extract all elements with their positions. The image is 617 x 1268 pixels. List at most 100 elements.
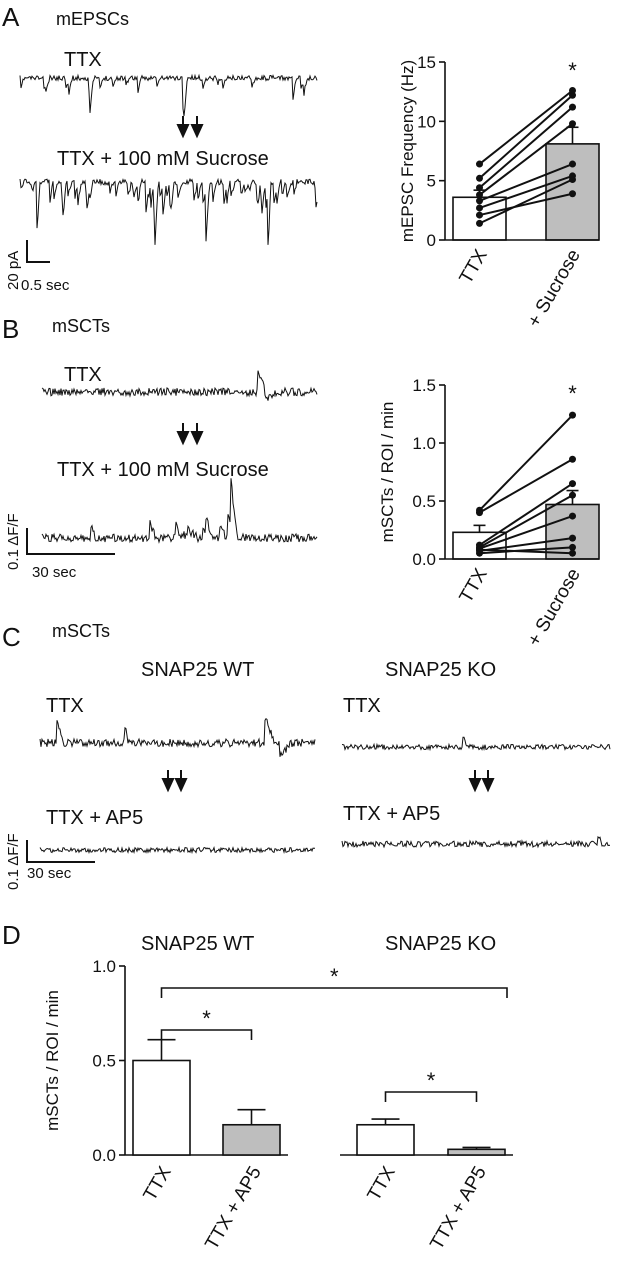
y-axis-label: mEPSC Frequency (Hz) (398, 60, 417, 242)
panel-c-ko-arrows (468, 770, 495, 793)
pair-line (479, 548, 573, 555)
data-point (569, 190, 576, 198)
panel-c-trace-ko-ap5 (341, 835, 611, 849)
significance-star: * (202, 1006, 211, 1031)
data-point (569, 534, 576, 542)
panel-c-title: mSCTs (52, 621, 110, 641)
pair-line (478, 94, 574, 180)
panel-b-trace-top-label: TTX (64, 364, 102, 386)
panel-c-ko-bottom-label: TTX + AP5 (343, 803, 440, 825)
panel-a-scale-y: 20 pA (5, 251, 22, 290)
panel-a-arrows (176, 116, 204, 139)
data-point (476, 506, 483, 514)
data-point (476, 197, 483, 205)
panel-b-bar-chart: 0.0 0.5 1.0 1.5 mSCTs / ROI / min * TTX + Sucro… (378, 376, 600, 650)
panel-b-title: mSCTs (52, 316, 110, 336)
panel-c-letter: C (2, 622, 21, 652)
panel-b-letter: B (2, 314, 19, 344)
data-point (569, 455, 576, 463)
trace-line (341, 835, 611, 849)
panel-d-ko-header: SNAP25 KO (385, 933, 496, 955)
y-axis-label: mSCTs / ROI / min (378, 402, 397, 543)
panel-d-bar-chart: 0.0 0.5 1.0 mSCTs / ROI / min TTX TTX + AP5 TT… (43, 957, 513, 1254)
pair-line (479, 163, 573, 202)
panel-c-trace-ko-ttx (341, 736, 611, 752)
pair-line (479, 546, 573, 555)
y-tick-label: 10 (417, 112, 436, 131)
panel-b-arrows (176, 423, 204, 446)
panel-a-trace-top-label: TTX (64, 49, 102, 71)
bar (222, 1123, 281, 1156)
data-point (569, 543, 576, 551)
y-tick-label: 0 (427, 231, 436, 250)
trace-line (41, 370, 318, 401)
pair-line (478, 106, 574, 189)
panel-a-letter: A (2, 2, 20, 32)
category-label: TTX (456, 565, 492, 607)
y-tick-label: 15 (417, 53, 436, 72)
trace-line (41, 478, 318, 544)
data-point (569, 491, 576, 499)
panel-c-trace-wt-ap5 (39, 845, 316, 855)
data-point (569, 480, 576, 488)
pair-line (479, 178, 573, 225)
pair-line (479, 537, 573, 552)
panel-b-scale-x: 30 sec (32, 564, 77, 581)
data-point (569, 411, 576, 419)
panel-a-trace-ttx (19, 73, 318, 117)
panel-c-wt-header: SNAP25 WT (141, 659, 254, 681)
y-tick-label: 0.0 (412, 550, 436, 569)
panel-c-ko-header: SNAP25 KO (385, 659, 496, 681)
panel-d-letter: D (2, 920, 21, 950)
data-point (569, 172, 576, 180)
category-label: TTX + AP5 (426, 1163, 490, 1254)
pair-line (479, 515, 573, 550)
pair-line (478, 482, 574, 546)
panel-c-wt-top-label: TTX (46, 695, 84, 717)
category-label: + Sucrose (524, 246, 585, 331)
data-point (476, 191, 483, 199)
pair-line (478, 122, 574, 196)
trace-line (19, 73, 318, 117)
panel-c-scale-bar (26, 840, 95, 863)
data-point (476, 219, 483, 227)
panel-c-scale-y: 0.1 ΔF/F (5, 833, 22, 890)
bar (132, 1059, 191, 1156)
data-point (569, 160, 576, 168)
y-tick-label: 0.5 (412, 492, 436, 511)
pair-line (479, 458, 573, 514)
y-tick-label: 0.5 (92, 1052, 116, 1071)
y-axis-label: mSCTs / ROI / min (43, 990, 62, 1131)
panel-a-trace-sucrose (19, 177, 318, 245)
data-point (476, 204, 483, 212)
bar (356, 1123, 415, 1156)
data-point (569, 512, 576, 520)
panel-b-scale-y: 0.1 ΔF/F (5, 513, 22, 570)
trace-line (39, 845, 316, 855)
bracket-ko-ttx-vs-ap5 (384, 1091, 478, 1102)
bracket-wt-ttx-vs-ap5 (160, 1029, 253, 1040)
trace-line (341, 736, 611, 752)
panel-b-trace-ttx (41, 370, 318, 401)
pair-line (479, 192, 573, 217)
category-label: TTX + AP5 (201, 1163, 265, 1254)
data-point (476, 546, 483, 554)
bar (447, 1148, 506, 1156)
y-tick-label: 5 (427, 172, 436, 191)
trace-line (39, 717, 316, 757)
panel-c-ko-top-label: TTX (343, 695, 381, 717)
pair-line (479, 494, 573, 549)
y-tick-label: 1.0 (412, 434, 436, 453)
category-label: TTX (140, 1163, 176, 1205)
y-tick-label: 0.0 (92, 1146, 116, 1165)
panel-a-scale-bar (26, 240, 50, 263)
panel-c-wt-arrows (161, 770, 188, 793)
panel-c-scale-x: 30 sec (27, 865, 72, 882)
data-point (476, 160, 483, 168)
pair-line (478, 89, 574, 165)
panel-c-wt-bottom-label: TTX + AP5 (46, 807, 143, 829)
significance-star: * (568, 58, 577, 83)
y-tick-label: 1.5 (412, 376, 436, 395)
panel-a-title: mEPSCs (56, 9, 129, 29)
